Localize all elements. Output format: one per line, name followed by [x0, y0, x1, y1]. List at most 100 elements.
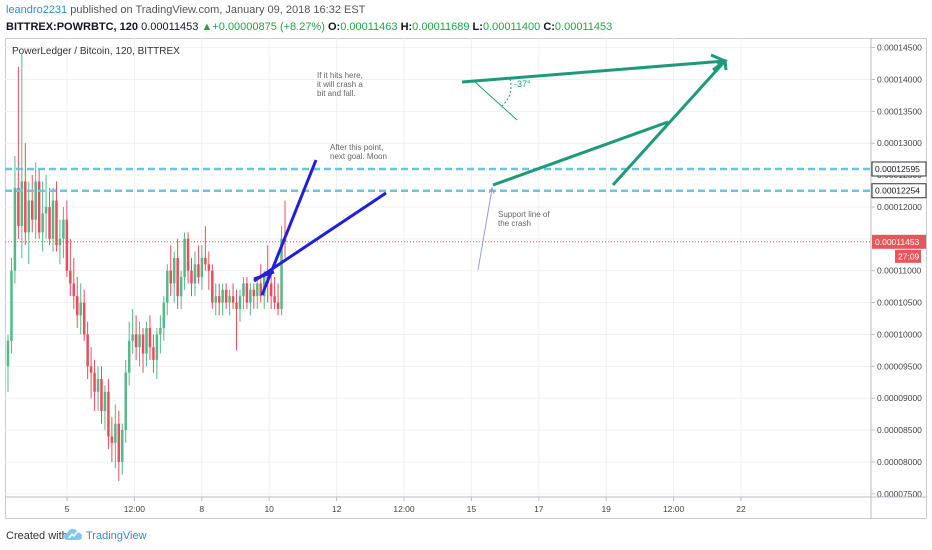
drawings-layer: [253, 53, 728, 296]
candle-body: [224, 289, 228, 303]
low-value: 0.00011400: [482, 21, 541, 33]
price-tick-label: 0.00013000: [877, 138, 922, 148]
price-tick-label: 0.00009000: [877, 393, 922, 403]
footer-bar: Created with TradingView: [0, 522, 932, 550]
candle-body: [110, 436, 114, 443]
annotation-support-text: Support line of the crash: [498, 210, 550, 228]
candle-body: [256, 283, 259, 297]
candle-body: [34, 181, 37, 220]
candle-body: [242, 283, 245, 297]
candle-body: [221, 289, 224, 303]
candle-body: [41, 213, 44, 233]
angle-guide-line: [474, 81, 518, 121]
tradingview-cloud-icon[interactable]: [64, 528, 82, 542]
bar-countdown-badge: [895, 249, 921, 263]
candle-body: [134, 334, 138, 348]
candle-body: [10, 270, 13, 341]
blue-short-line[interactable]: [253, 270, 275, 281]
candle-body: [121, 430, 124, 462]
close-label: C:: [543, 21, 555, 33]
time-tick-label: 19: [601, 504, 611, 514]
green-arrow-head-rising: [716, 59, 728, 71]
last-price-badge: [872, 234, 926, 249]
candle-body: [162, 302, 166, 329]
up-arrow-icon: ▲: [201, 21, 213, 33]
high-label: H:: [400, 21, 413, 33]
level-price-badge: [871, 183, 927, 199]
last-price: 0.00011453: [141, 21, 199, 33]
angle-label: -37°: [514, 79, 531, 89]
candle-body: [79, 302, 82, 316]
candle-body: [65, 219, 69, 271]
time-tick-label: 5: [65, 504, 70, 514]
bar-countdown-text: 27:09: [898, 251, 920, 261]
price-tick-label: 0.00009500: [877, 361, 922, 371]
price-tick-label: 0.00010500: [877, 298, 922, 308]
high-value: 0.00011689: [412, 21, 470, 33]
publish-info: leandro2231 published on TradingView.com…: [6, 4, 365, 16]
time-axis[interactable]: 5 12:00 8 10 12 12:00 15 17 19 12:00 22: [5, 496, 927, 514]
grid-lines: [5, 38, 871, 497]
candlestick-chart[interactable]: If it hits here, it will crash a bit and f…: [5, 38, 927, 519]
annotation-line: After this point,: [330, 143, 383, 152]
candle-body: [166, 270, 169, 303]
green-support-line[interactable]: [492, 120, 669, 187]
time-tick-label: 12:00: [663, 504, 685, 514]
candle-body: [103, 391, 107, 411]
level-price-badge-text: 0.00012254: [875, 186, 920, 196]
candles-layer: [6, 53, 287, 482]
price-tick-label: 0.00010000: [877, 329, 922, 339]
candle-body: [152, 347, 155, 360]
price-tick-label: 0.00008500: [877, 425, 922, 435]
candle-body: [193, 264, 197, 284]
open-label: O:: [327, 21, 341, 33]
green-arrow-line-rising[interactable]: [611, 59, 727, 187]
annotation-line: bit and fall.: [317, 89, 356, 98]
annotation-hit-text: If it hits here, it will crash a bit and f…: [317, 71, 363, 98]
candle-body: [27, 200, 31, 233]
price-tick-label: 0.00014000: [877, 74, 922, 84]
tradingview-brand-link[interactable]: TradingView: [86, 530, 147, 542]
price-tick-label: 0.00014500: [877, 43, 922, 53]
candle-body: [127, 340, 131, 373]
candle-body: [211, 270, 214, 303]
price-axis[interactable]: 0.00014500 0.00014000 0.00013500 0.00013000…: [870, 38, 927, 519]
candle-body: [131, 334, 134, 341]
candle-body: [252, 289, 256, 297]
candle-body: [273, 296, 276, 303]
candle-body: [24, 181, 27, 233]
candle-body: [190, 270, 193, 284]
last-price-badge-text: 0.00011453: [875, 237, 920, 247]
time-tick-label: 10: [264, 504, 274, 514]
annotations-layer: If it hits here, it will crash a bit and f…: [317, 71, 550, 228]
candle-body: [48, 206, 51, 239]
candle-body: [197, 264, 200, 278]
candle-body: [100, 379, 103, 411]
time-tick-label: 17: [534, 504, 544, 514]
created-with-text: Created with: [6, 530, 68, 542]
candle-body: [6, 340, 10, 367]
published-text: published on TradingView.com, January 09…: [67, 4, 366, 16]
time-tick-label: 22: [736, 504, 746, 514]
candle-body: [89, 366, 93, 373]
candle-body: [169, 270, 172, 284]
green-arrow-line-top[interactable]: [461, 59, 726, 84]
price-tick-label: 0.00011000: [877, 266, 922, 276]
candle-body: [17, 187, 20, 227]
candle-body: [117, 423, 121, 462]
candle-body: [55, 200, 58, 246]
author-link[interactable]: leandro2231: [6, 4, 68, 16]
candle-body: [200, 257, 204, 278]
time-tick-label: 12:00: [393, 504, 415, 514]
candle-body: [82, 302, 86, 335]
support-pointer-line: [477, 188, 493, 271]
price-tick-label: 0.00013500: [877, 106, 922, 116]
candle-body: [51, 200, 55, 239]
candle-body: [217, 296, 221, 303]
blue-trend-line-shallow[interactable]: [253, 191, 387, 283]
candle-body: [93, 372, 96, 392]
candle-body: [204, 257, 207, 265]
time-tick-label: 12:00: [124, 504, 146, 514]
close-value: 0.00011453: [554, 21, 613, 33]
candle-body: [44, 206, 48, 214]
